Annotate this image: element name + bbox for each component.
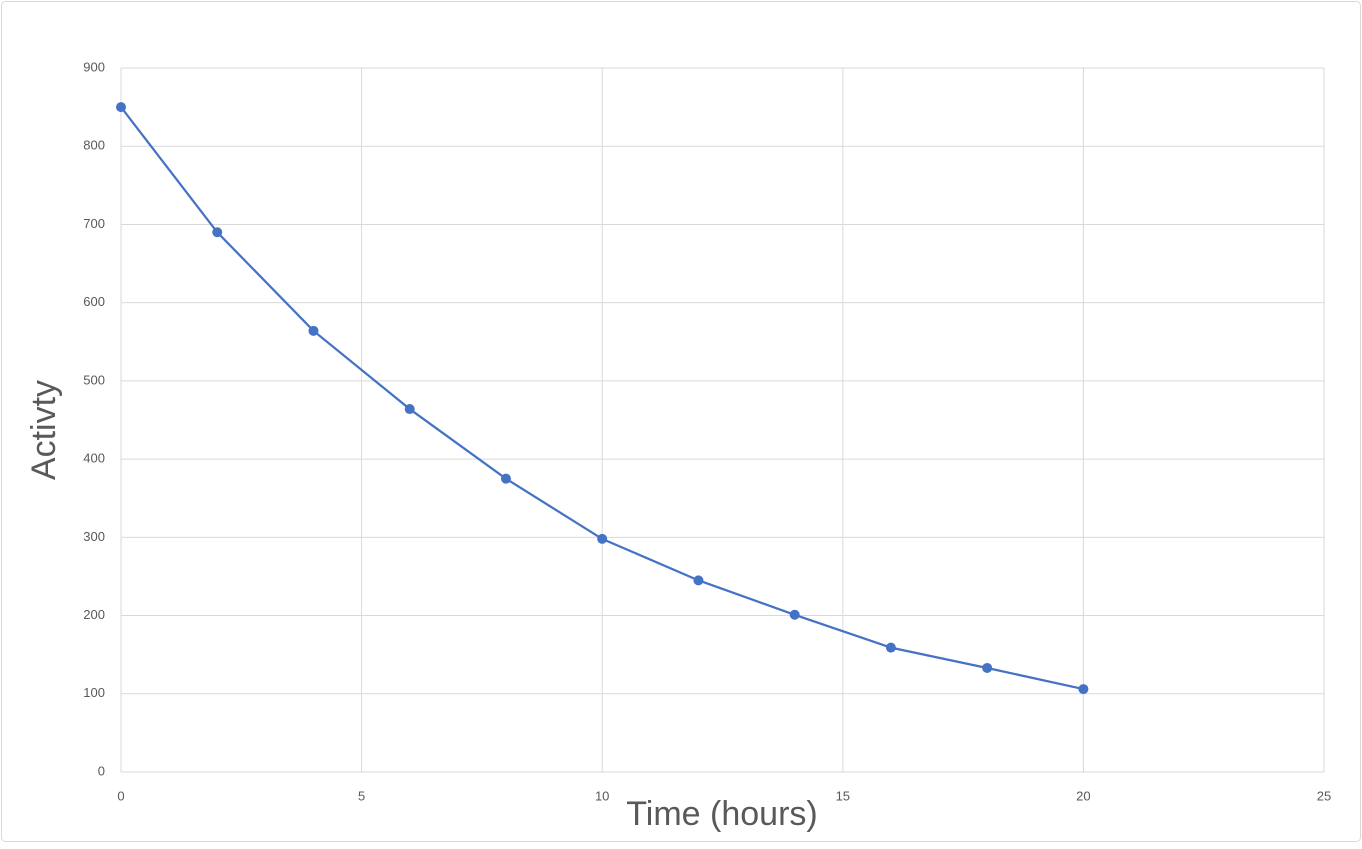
y-tick-label: 900 <box>83 59 105 74</box>
y-axis-title: Activty <box>25 380 63 480</box>
data-point <box>885 642 896 653</box>
x-tick-label: 15 <box>836 788 850 803</box>
x-tick-label: 25 <box>1317 788 1331 803</box>
data-point <box>308 325 319 336</box>
x-tick-label: 10 <box>595 788 609 803</box>
data-point <box>597 533 608 544</box>
y-tick-label: 0 <box>98 763 105 778</box>
x-tick-label: 20 <box>1076 788 1090 803</box>
x-tick-label: 5 <box>358 788 365 803</box>
data-point <box>212 227 223 238</box>
y-tick-label: 500 <box>83 372 105 387</box>
y-tick-label: 800 <box>83 138 105 153</box>
data-point <box>1078 684 1089 695</box>
y-tick-label: 300 <box>83 529 105 544</box>
y-tick-label: 400 <box>83 451 105 466</box>
y-tick-label: 100 <box>83 685 105 700</box>
data-point <box>500 473 511 484</box>
data-point <box>982 662 993 673</box>
y-tick-label: 200 <box>83 607 105 622</box>
y-tick-label: 600 <box>83 294 105 309</box>
data-point <box>404 404 415 415</box>
data-point <box>789 609 800 620</box>
data-point <box>693 575 704 586</box>
data-point <box>116 102 126 113</box>
x-axis-title: Time (hours) <box>626 795 817 833</box>
y-tick-label: 700 <box>83 216 105 231</box>
x-tick-label: 0 <box>117 788 124 803</box>
